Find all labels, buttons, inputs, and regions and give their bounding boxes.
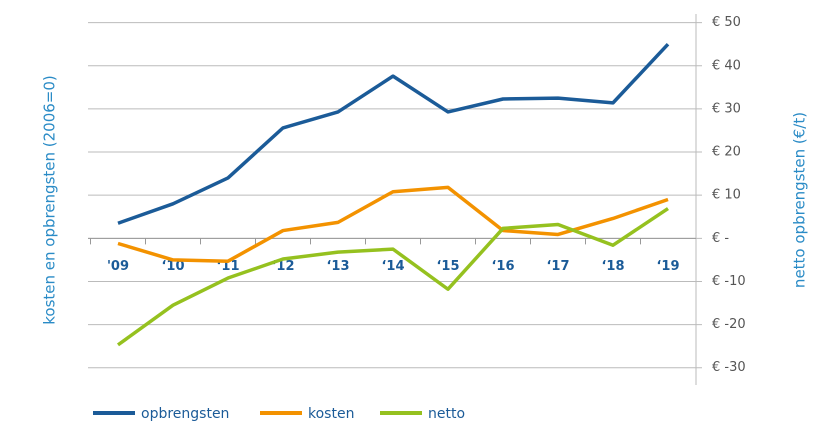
x-tick-label: '09 <box>107 259 129 274</box>
y-tick-label: € 10 <box>712 188 741 203</box>
y-tick-label: € -30 <box>712 360 746 375</box>
x-tick-label: ‘15 <box>436 259 459 274</box>
x-tick-label: ‘14 <box>381 259 404 274</box>
y-tick-label: € 20 <box>712 145 741 160</box>
x-tick-label: ‘10 <box>161 259 184 274</box>
legend-label: kosten <box>308 406 354 422</box>
y-axis-label: kosten en opbrengsten (2006=0) <box>41 75 59 325</box>
x-tick-label: ‘19 <box>656 259 679 274</box>
y-tick-label: € - <box>712 231 729 246</box>
y-tick-label: € 40 <box>712 58 741 73</box>
x-tick-label: ‘17 <box>546 259 569 274</box>
y-tick-label: € 50 <box>712 15 741 30</box>
line <box>117 185 669 263</box>
line <box>116 207 669 347</box>
y2-axis-label: netto opbrengsten (€/t) <box>791 112 809 288</box>
y-tick-label: € -10 <box>712 274 746 289</box>
x-tick-label: ‘16 <box>491 259 514 274</box>
legend-label: netto <box>428 406 465 422</box>
line <box>117 43 670 225</box>
x-tick-label: ‘13 <box>326 259 349 274</box>
x-tick-label: ‘18 <box>601 259 624 274</box>
y-tick-label: € 30 <box>712 101 741 116</box>
y-tick-label: € -20 <box>712 317 746 332</box>
legend-label: opbrengsten <box>141 406 229 422</box>
